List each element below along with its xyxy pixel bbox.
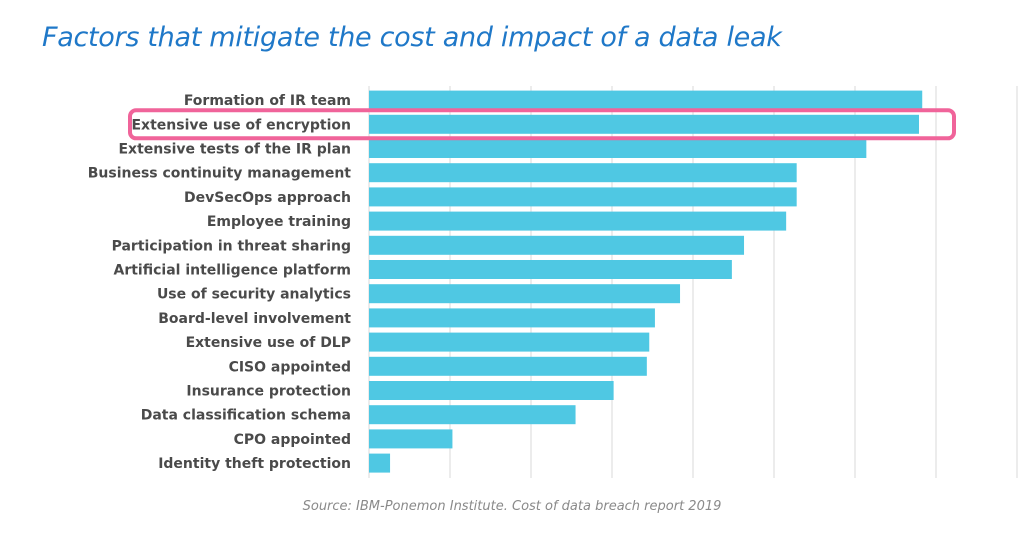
- category-label: Artificial intelligence platform: [114, 263, 352, 279]
- bar: [369, 139, 867, 158]
- category-label: Data classification schema: [141, 408, 351, 424]
- category-label: Business continuity management: [88, 166, 352, 182]
- source-note: Source: IBM-Ponemon Institute. Cost of d…: [302, 499, 722, 514]
- highlight-box: [128, 108, 956, 141]
- category-labels: Formation of IR team Extensive use of enc…: [88, 93, 352, 472]
- bar: [369, 260, 732, 279]
- bar: [369, 381, 614, 400]
- bar: [369, 90, 923, 110]
- category-label: Board-level involvement: [158, 311, 351, 327]
- bar: [369, 163, 797, 183]
- bar: [369, 405, 576, 425]
- category-label: CISO appointed: [229, 359, 351, 375]
- category-label: CPO appointed: [234, 432, 351, 448]
- bar: [369, 211, 787, 231]
- bar: [369, 308, 655, 328]
- bar: [369, 235, 745, 255]
- bar: [369, 284, 681, 304]
- category-label: Formation of IR team: [184, 93, 351, 109]
- category-label: DevSecOps approach: [184, 190, 351, 206]
- category-label: Extensive tests of the IR plan: [118, 142, 351, 158]
- category-label: Identity theft protection: [158, 456, 351, 472]
- bar: [369, 187, 797, 207]
- bar: [369, 429, 453, 449]
- bar: [369, 114, 919, 134]
- bar: [369, 453, 391, 473]
- bar: [369, 356, 647, 376]
- category-label: Use of security analytics: [157, 287, 351, 303]
- bar: [369, 332, 650, 352]
- bars: [369, 90, 923, 473]
- category-label: Extensive use of encryption: [131, 117, 351, 133]
- category-label: Insurance protection: [186, 384, 351, 400]
- chart-title: Factors that mitigate the cost and impac…: [42, 22, 782, 53]
- highlight-layer: [128, 108, 956, 141]
- category-label: Extensive use of DLP: [186, 335, 351, 351]
- category-label: Participation in threat sharing: [112, 238, 351, 254]
- category-label: Employee training: [207, 214, 351, 230]
